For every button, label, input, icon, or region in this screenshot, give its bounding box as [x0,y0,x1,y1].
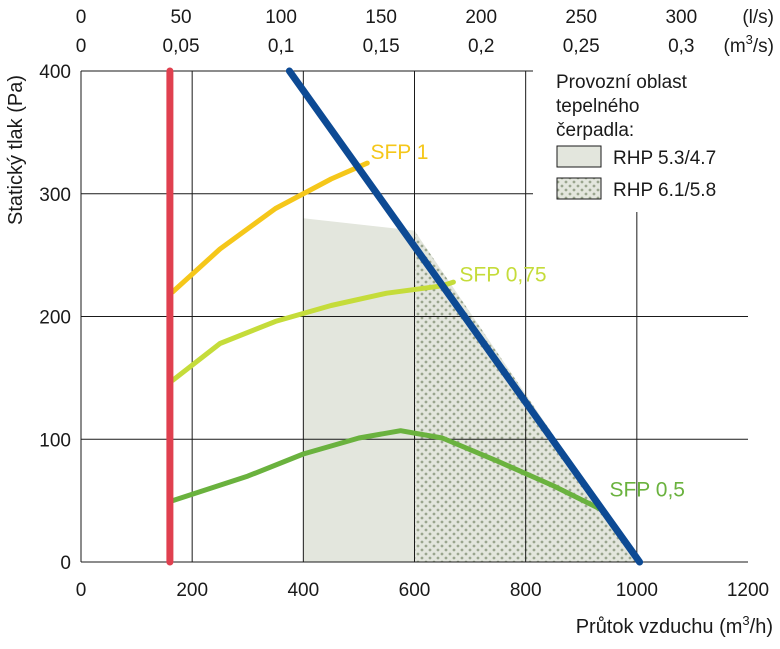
top-axes-ticks: 0 50 100 150 200 250 300 0 0,05 0,1 0,15 0,2 0,25 0,3 [76,7,697,57]
y-axis-ticks: 0 100 200 300 400 [39,62,71,574]
legend-title-line-2: tepelného [556,96,639,117]
series-label-sfp-0-75: SFP 0,75 [459,264,546,287]
legend-title-line-1: Provozní oblast [556,72,688,93]
x-axis-title: Průtok vzduchu (m3/h) [576,613,773,638]
y-tick-label: 400 [39,62,71,83]
top-axis-unit-m3s: (m3/s) [724,32,775,57]
series-label-sfp-1: SFP 1 [370,141,428,164]
top-axis-2-tick-label: 0,15 [363,36,400,57]
top-axis-2-tick-label: 0,25 [563,36,600,57]
legend-item-rhp-6-1: RHP 6.1/5.8 [613,180,716,201]
region-rhp-5-3-4-7 [303,218,415,563]
series-line-4 [285,67,644,566]
top-axis-1-tick-label: 0 [76,7,87,28]
legend-swatch-dotted [556,177,602,200]
top-axis-2-tick-label: 0,05 [163,36,200,57]
y-tick-label: 200 [39,308,71,329]
top-axis-1-tick-label: 150 [365,7,397,28]
top-axis-unit-ls: (l/s) [742,7,774,28]
x-tick-label: 1000 [616,580,658,601]
series-labels: SFP 1 SFP 0,75 SFP 0,5 [370,141,685,502]
x-axis-ticks: 0 200 400 600 800 1000 1200 [76,580,769,601]
top-axis-2-tick-label: 0,1 [268,36,294,57]
x-tick-label: 400 [287,580,319,601]
x-tick-label: 200 [176,580,208,601]
top-axis-1-tick-label: 300 [665,7,697,28]
legend-item-rhp-5-3: RHP 5.3/4.7 [613,148,716,169]
top-axis-1-tick-label: 250 [565,7,597,28]
legend-title-line-3: čerpadla: [556,120,634,141]
top-axis-1-tick-label: 100 [265,7,297,28]
x-tick-label: 800 [510,580,542,601]
top-axis-1-tick-label: 200 [465,7,497,28]
x-tick-label: 1200 [727,580,769,601]
top-axis-2-tick-label: 0,3 [668,36,694,57]
series-line-sfp-0-5 [170,428,604,512]
x-tick-label: 0 [76,580,87,601]
y-axis-title: Statický tlak (Pa) [5,75,27,225]
y-tick-label: 100 [39,430,71,451]
y-tick-label: 300 [39,185,71,206]
legend: Provozní oblast tepelného čerpadla: RHP … [533,68,779,212]
series-label-sfp-0-5: SFP 0,5 [609,478,685,501]
series-lines [166,67,644,566]
series-line-sfp-1 [170,160,370,295]
top-axis-2-tick-label: 0 [76,36,87,57]
top-axis-1-tick-label: 50 [170,7,191,28]
legend-swatch-solid [556,145,602,168]
x-tick-label: 600 [399,580,431,601]
y-tick-label: 0 [60,553,71,574]
top-axis-2-tick-label: 0,2 [468,36,494,57]
